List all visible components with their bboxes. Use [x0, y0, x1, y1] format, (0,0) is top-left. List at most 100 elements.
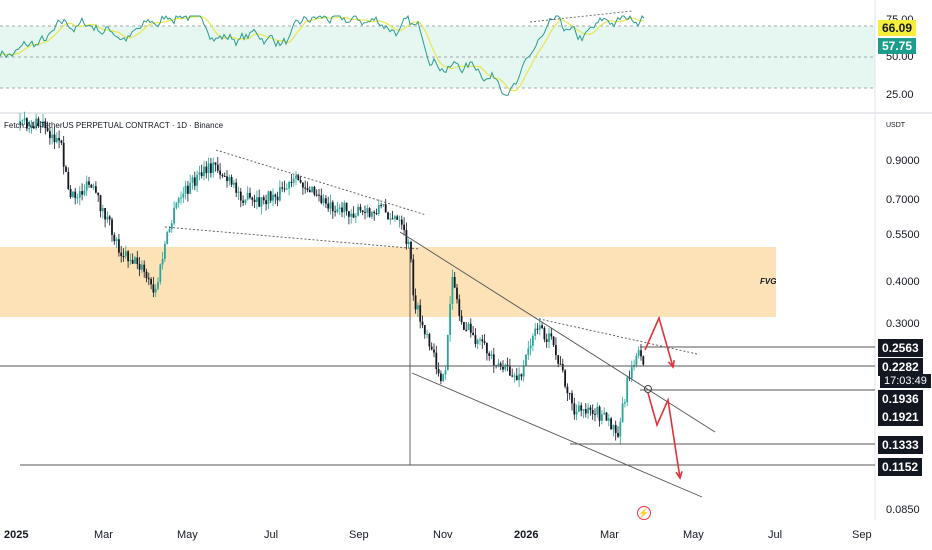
candle: [348, 211, 350, 225]
candle: [304, 180, 307, 194]
candle: [28, 120, 31, 133]
candle: [214, 162, 217, 172]
projection-arrow-1: [644, 315, 674, 368]
candle: [251, 196, 254, 206]
candle: [242, 195, 244, 207]
candle: [244, 199, 247, 206]
candle: [509, 358, 511, 377]
candle: [541, 322, 543, 330]
candle: [78, 186, 81, 206]
candle: [152, 276, 155, 298]
candle: [492, 347, 495, 373]
candle: [283, 180, 286, 193]
candle: [154, 284, 157, 298]
descending-trendline: [399, 231, 716, 433]
candle: [573, 397, 576, 420]
candle: [104, 207, 106, 228]
candle: [513, 372, 516, 383]
candle: [584, 403, 587, 418]
candle: [545, 333, 548, 348]
candle: [210, 157, 212, 178]
candle: [407, 238, 410, 248]
candle: [101, 204, 104, 219]
candle: [460, 310, 463, 325]
candle: [446, 334, 449, 371]
flash-icon[interactable]: ⚡: [637, 506, 651, 520]
candle: [428, 332, 431, 351]
candle: [81, 183, 83, 201]
candle: [292, 174, 295, 187]
candle: [490, 350, 493, 360]
candle: [136, 251, 139, 270]
candle: [187, 181, 189, 202]
candle: [633, 359, 635, 371]
breakout-marker: [644, 385, 652, 393]
candle: [612, 424, 615, 437]
time-tick-label: Jul: [768, 529, 783, 541]
candle: [442, 373, 445, 382]
candle: [594, 408, 596, 422]
candle: [387, 211, 389, 221]
price-level-badge: 0.2282: [878, 358, 923, 376]
candle: [200, 164, 203, 179]
candle: [177, 196, 180, 208]
candle: [414, 288, 417, 314]
rsi-line: [0, 14, 645, 96]
candle: [368, 207, 371, 218]
candle: [520, 373, 523, 381]
candle: [419, 299, 422, 329]
candle: [377, 199, 380, 217]
candle: [458, 294, 461, 321]
candle: [74, 187, 77, 205]
projection-arrow-2: [647, 392, 681, 479]
candle: [587, 403, 589, 419]
candle: [488, 351, 491, 361]
currency-label: USDT: [886, 122, 906, 129]
candle: [483, 334, 486, 345]
price-tick-label: 0.5500: [886, 229, 920, 241]
candle: [21, 119, 24, 126]
candle: [336, 201, 339, 214]
candle: [138, 257, 141, 277]
candle: [394, 214, 396, 222]
candle: [85, 175, 88, 196]
candle: [630, 360, 633, 383]
candle: [99, 194, 102, 218]
candle: [400, 215, 403, 230]
candle: [219, 163, 221, 180]
candle: [433, 343, 435, 358]
price-level-badge: 0.1333: [878, 436, 923, 454]
fvg-label: FVG: [760, 277, 777, 286]
candle: [371, 211, 373, 220]
candle: [518, 367, 520, 387]
candle: [269, 190, 272, 203]
candle: [272, 188, 274, 207]
candle: [341, 202, 343, 218]
candle: [46, 121, 49, 132]
time-tick-label: May: [683, 529, 704, 541]
candle: [72, 191, 74, 198]
candle: [122, 248, 125, 262]
candle: [382, 204, 385, 207]
candle: [476, 338, 479, 350]
price-level-badge: 0.1152: [878, 458, 923, 476]
candle: [529, 338, 532, 356]
candle: [58, 130, 60, 149]
candle: [605, 411, 608, 421]
candle: [306, 181, 309, 193]
candle: [32, 121, 35, 130]
candle: [465, 322, 468, 332]
candle: [359, 203, 362, 213]
candle: [345, 202, 348, 216]
time-tick-label: Sep: [852, 529, 872, 541]
candle: [246, 186, 249, 201]
candle: [256, 190, 258, 210]
candle: [610, 416, 612, 430]
candle: [193, 171, 196, 191]
candle: [267, 190, 270, 210]
candle: [212, 157, 215, 178]
time-tick-label: Sep: [349, 529, 369, 541]
candle: [145, 268, 148, 283]
candle: [403, 217, 405, 236]
